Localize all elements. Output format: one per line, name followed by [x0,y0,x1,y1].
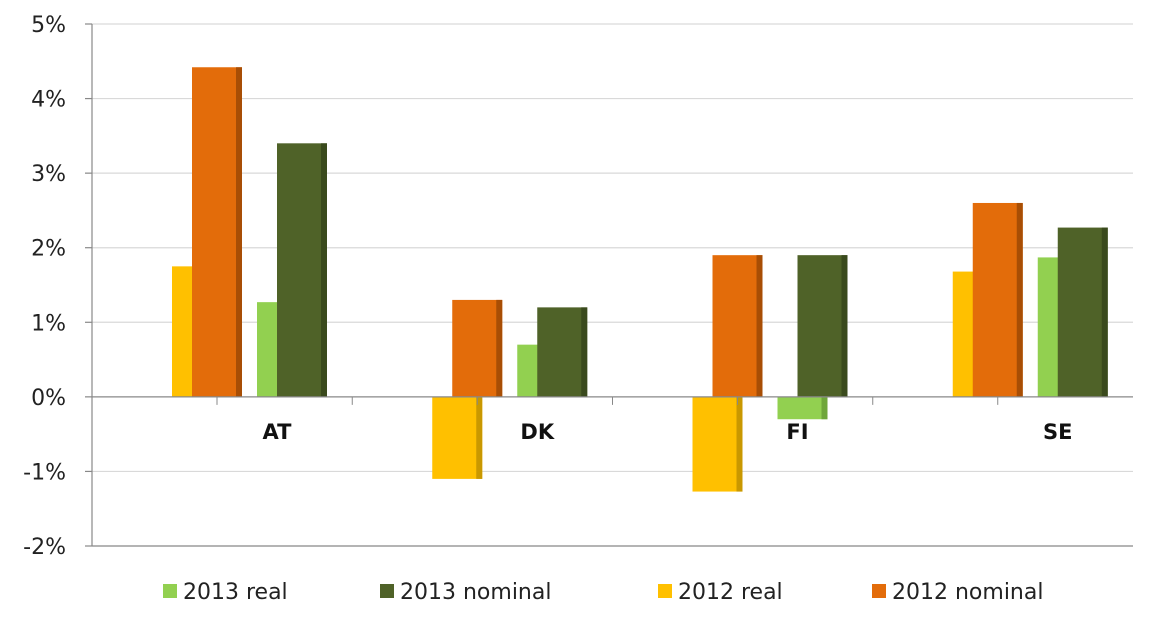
legend-label: 2012 real [678,580,783,605]
x-category-label: FI [786,420,808,444]
bar-shade-fi-2013-nominal [841,255,848,397]
legend-swatch [380,584,394,598]
bar-fi-2013-nominal [797,255,848,397]
bar-shade-dk-2012-real [476,396,483,479]
bar-shade-fi-2013-real [821,396,828,420]
bar-se-2012-nominal [972,202,1023,397]
legend-label: 2013 nominal [400,580,551,605]
legend-label: 2012 nominal [892,580,1043,605]
bar-at-2013-nominal [277,143,327,397]
x-category-label: AT [263,420,293,444]
bar-shade-dk-2012-nominal [496,299,503,397]
axes: -2% -1% 0% 1% 2% 3% 4% 5% AT DK FI SE [23,13,1133,560]
y-tick-label: 0% [31,386,66,411]
x-category-label: SE [1043,420,1072,444]
x-category-label: DK [520,420,554,444]
y-tick-label: 5% [31,13,66,38]
y-tick-label: -1% [23,460,66,485]
bar-shade-fi-2012-nominal [756,255,763,397]
bars [172,67,1108,492]
y-tick-label: 4% [31,88,66,113]
bar-at-2012-nominal [192,67,242,397]
legend: 2013 real 2013 nominal 2012 real 2012 nomin… [163,580,1043,605]
bar-shade-se-2012-nominal [1016,202,1023,397]
bar-shade-se-2013-nominal [1101,227,1108,397]
legend-swatch [163,584,177,598]
bar-shade-dk-2013-nominal [581,307,588,397]
bar-fi-2013-real [777,396,828,420]
y-tick-label: 3% [31,162,66,187]
y-tick-label: -2% [23,535,66,560]
bar-shade-fi-2012-real [736,396,743,492]
legend-swatch [872,584,886,598]
bar-dk-2013-nominal [537,307,588,397]
y-tick-label: 2% [31,237,66,262]
bar-shade-at-2012-nominal [236,67,242,397]
bar-dk-2012-nominal [452,299,503,397]
legend-swatch [658,584,672,598]
bar-fi-2012-nominal [712,255,763,397]
bar-fi-2012-real [692,396,743,492]
y-tick-label: 1% [31,311,66,336]
bar-se-2013-nominal [1057,227,1108,397]
legend-label: 2013 real [183,580,288,605]
bar-shade-at-2013-nominal [321,143,327,397]
bar-dk-2012-real [432,396,483,479]
